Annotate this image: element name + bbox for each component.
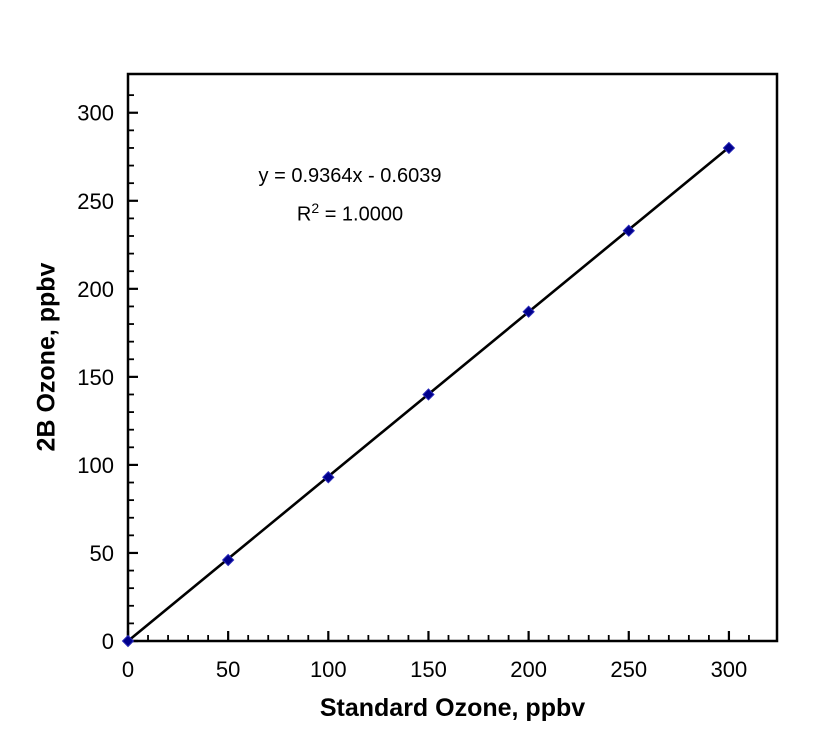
x-tick-label: 200 xyxy=(510,657,547,682)
y-tick-label: 100 xyxy=(77,453,114,478)
data-point-marker xyxy=(522,305,535,318)
data-point-marker xyxy=(622,224,635,237)
r-squared-value: R2 = 1.0000 xyxy=(230,192,470,231)
r-squared-rest: = 1.0000 xyxy=(319,203,404,226)
y-tick-label: 50 xyxy=(90,541,114,566)
y-tick-label: 200 xyxy=(77,277,114,302)
y-tick-label: 0 xyxy=(102,629,114,654)
data-point-marker xyxy=(322,471,335,484)
data-point-marker xyxy=(722,141,736,155)
x-tick-label: 0 xyxy=(122,657,134,682)
x-tick-label: 50 xyxy=(216,657,240,682)
r-squared-base: R xyxy=(296,203,312,226)
trendline-annotation: y = 0.9364x - 0.6039 R2 = 1.0000 xyxy=(230,160,470,231)
trendline-equation: y = 0.9364x - 0.6039 xyxy=(258,165,442,187)
data-point-marker xyxy=(221,553,235,567)
data-point-marker xyxy=(121,634,135,648)
x-axis-title: Standard Ozone, ppbv xyxy=(319,694,586,722)
y-tick-label: 250 xyxy=(77,189,114,214)
y-tick-label: 150 xyxy=(77,365,114,390)
x-tick-label: 100 xyxy=(310,657,347,682)
y-tick-label: 300 xyxy=(77,101,114,126)
data-point-marker xyxy=(422,388,435,401)
x-tick-label: 250 xyxy=(610,657,647,682)
x-tick-label: 150 xyxy=(410,657,447,682)
r-squared-exponent: 2 xyxy=(311,200,320,216)
x-tick-label: 300 xyxy=(711,657,748,682)
plot-border xyxy=(126,72,779,643)
y-axis-title: 2B Ozone, ppbv xyxy=(32,262,61,452)
